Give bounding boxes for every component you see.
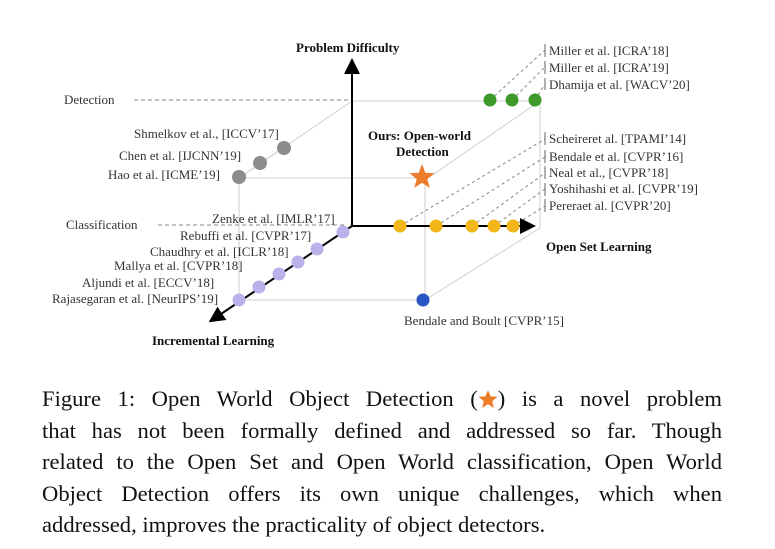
- citation-label: Zenke et al. [IMLR’17]: [212, 211, 335, 226]
- citation-label: Chaudhry et al. [ICLR’18]: [150, 244, 289, 259]
- citation-label: Dhamija et al. [WACV’20]: [549, 77, 690, 92]
- citation-label: Miller et al. [ICRA’18]: [549, 43, 669, 58]
- point-open-world-detection: [505, 93, 519, 107]
- caption-line: Object Detection offers its own unique c…: [42, 480, 722, 506]
- citation-label: Bendale and Boult [CVPR’15]: [404, 313, 564, 328]
- citation-label: Rebuffi et al. [CVPR’17]: [180, 228, 311, 243]
- level-label-detection: Detection: [64, 92, 115, 107]
- point-open-set-classification: [429, 219, 443, 233]
- point-open-set-classification: [465, 219, 479, 233]
- point-open-set-classification: [393, 219, 407, 233]
- caption-text: Figure 1: Open World Object Detection (: [42, 386, 478, 411]
- point-incremental-classification: [252, 280, 266, 294]
- point-open-set-classification: [487, 219, 501, 233]
- citation-label: Yoshihashi et al. [CVPR’19]: [549, 181, 698, 196]
- citation-label: Miller et al. [ICRA’19]: [549, 60, 669, 75]
- point-incremental-classification: [310, 242, 324, 256]
- citation-label: Shmelkov et al., [ICCV’17]: [134, 126, 279, 141]
- point-incremental-detection: [253, 156, 267, 170]
- citation-label: Neal et al., [CVPR’18]: [549, 165, 669, 180]
- point-incremental-detection: [232, 170, 246, 184]
- point-open-world-classification: [416, 293, 430, 307]
- caption-line: addressed, improves the practicality of …: [42, 512, 546, 537]
- axis-title-vertical: Problem Difficulty: [296, 40, 400, 55]
- level-label-classification: Classification: [66, 217, 138, 232]
- citation-label: Bendale et al. [CVPR’16]: [549, 149, 683, 164]
- point-incremental-classification: [291, 255, 305, 269]
- citation-label: Pereraet al. [CVPR’20]: [549, 198, 671, 213]
- point-incremental-classification: [232, 293, 246, 307]
- caption-text: ) is a novel problem: [497, 386, 722, 411]
- ours-label-line2: Detection: [396, 144, 449, 159]
- axis-title-horizontal: Open Set Learning: [546, 239, 652, 254]
- figure-diagram: Problem Difficulty Open Set Learning Inc…: [52, 40, 698, 348]
- point-incremental-detection: [277, 141, 291, 155]
- point-open-set-classification: [506, 219, 520, 233]
- figure-caption: Figure 1: Open World Object Detection ()…: [42, 383, 722, 541]
- caption-line: Figure 1: Open World Object Detection ()…: [42, 383, 722, 415]
- citation-label: Scheireret al. [TPAMI’14]: [549, 131, 686, 146]
- citation-label: Aljundi et al. [ECCV’18]: [82, 275, 214, 290]
- axis-title-depth: Incremental Learning: [152, 333, 275, 348]
- citation-label: Mallya et al. [CVPR’18]: [114, 258, 243, 273]
- point-open-world-detection: [528, 93, 542, 107]
- caption-line: related to the Open Set and Open World c…: [42, 449, 722, 474]
- citation-label: Rajasegaran et al. [NeurIPS’19]: [52, 291, 218, 306]
- star-icon: [409, 164, 435, 188]
- star-icon: [478, 390, 498, 408]
- point-incremental-classification: [272, 267, 286, 281]
- caption-line: that has not been formally defined and a…: [42, 417, 722, 443]
- cube-guides: [238, 100, 541, 301]
- point-incremental-classification: [336, 225, 350, 239]
- citation-label: Hao et al. [ICME’19]: [108, 167, 220, 182]
- point-open-world-detection: [483, 93, 497, 107]
- ours-label-line1: Ours: Open-world: [368, 128, 472, 143]
- level-leaders: [134, 99, 352, 226]
- citation-label: Chen et al. [IJCNN’19]: [119, 148, 241, 163]
